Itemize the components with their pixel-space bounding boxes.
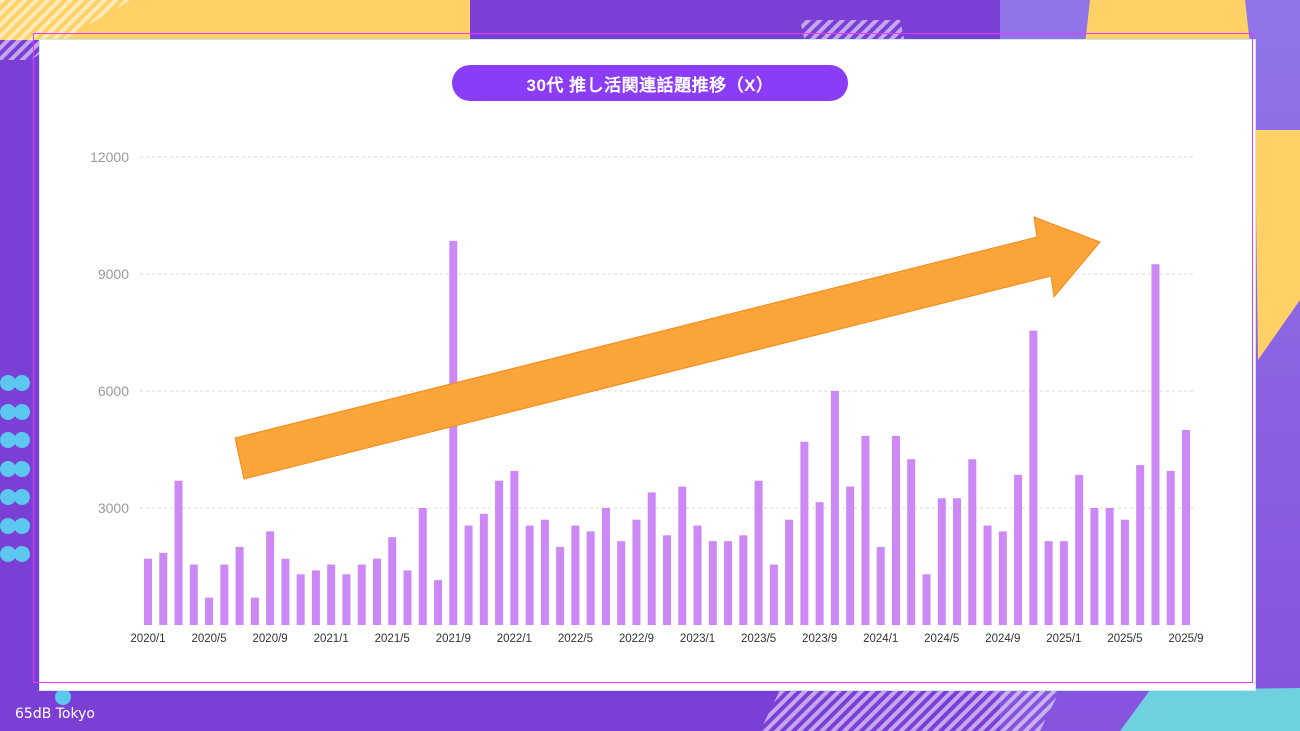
bar-2024/6 — [953, 498, 962, 625]
bar-2023/6 — [769, 564, 778, 625]
bar-2020/1 — [144, 558, 152, 625]
bar-2020/4 — [189, 564, 198, 625]
y-tick-label: 3000 — [98, 500, 129, 516]
bar-2020/2 — [159, 552, 168, 625]
bar-2023/1 — [693, 525, 702, 625]
bar-2023/12 — [861, 435, 870, 625]
bar-2020/11 — [296, 574, 305, 625]
bar-2020/7 — [235, 547, 244, 625]
bar-2022/8 — [617, 541, 626, 625]
bar-2022/9 — [632, 519, 641, 625]
bar-2022/11 — [663, 535, 671, 625]
bar-2021/3 — [357, 564, 366, 625]
bar-2021/11 — [479, 513, 488, 625]
bar-2025/5 — [1120, 519, 1129, 625]
x-tick-label: 2020/9 — [253, 633, 288, 645]
bar-2022/5 — [571, 525, 580, 625]
x-tick-label: 2024/9 — [985, 633, 1020, 645]
x-tick-label: 2024/5 — [924, 633, 959, 645]
bar-2023/11 — [846, 486, 855, 625]
bar-2024/9 — [998, 531, 1007, 625]
bar-2023/9 — [815, 502, 824, 625]
x-tick-label: 2023/9 — [802, 633, 837, 645]
brand-label: 65dB Tokyo — [15, 706, 95, 722]
bar-2024/1 — [876, 547, 885, 625]
bar-2024/7 — [968, 459, 977, 625]
bar-2021/5 — [388, 537, 397, 625]
bar-2020/8 — [250, 597, 259, 625]
bar-2025/4 — [1105, 508, 1114, 625]
bar-2025/8 — [1166, 470, 1175, 625]
bar-2024/12 — [1044, 541, 1053, 625]
bar-2025/3 — [1090, 508, 1099, 625]
bar-2020/12 — [311, 570, 320, 625]
y-tick-label: 9000 — [98, 266, 129, 282]
bar-2020/5 — [205, 597, 214, 625]
y-tick-label: 12000 — [90, 149, 129, 165]
x-tick-label: 2022/9 — [619, 633, 654, 645]
bar-2023/4 — [739, 535, 748, 625]
x-tick-label: 2023/1 — [680, 633, 715, 645]
bar-2023/5 — [754, 480, 763, 625]
bar-2021/10 — [464, 525, 473, 625]
bar-2021/4 — [372, 558, 381, 625]
bar-2023/3 — [724, 541, 733, 625]
chart-title: 30代 推し活関連話題推移（X） — [452, 65, 848, 101]
bar-2021/2 — [342, 574, 351, 625]
bar-2025/1 — [1059, 541, 1068, 625]
x-tick-label: 2020/1 — [130, 633, 165, 645]
bar-2021/1 — [327, 564, 336, 625]
trend-arrow-layer — [234, 216, 1101, 480]
x-tick-label: 2023/5 — [741, 633, 776, 645]
bar-2024/4 — [922, 574, 931, 625]
x-tick-label: 2025/9 — [1168, 633, 1203, 645]
bar-2022/10 — [647, 492, 656, 625]
bar-2025/7 — [1151, 264, 1160, 625]
bar-2022/12 — [678, 486, 687, 625]
bar-2025/6 — [1136, 465, 1145, 625]
x-tick-label: 2021/1 — [314, 633, 349, 645]
bar-2022/1 — [510, 470, 519, 625]
x-tick-label: 2024/1 — [863, 633, 898, 645]
bar-2024/5 — [937, 498, 946, 625]
bar-2023/10 — [830, 391, 839, 625]
trend-arrow — [234, 216, 1101, 480]
bar-2022/7 — [601, 508, 610, 625]
bar-2024/3 — [907, 459, 916, 625]
bar-2021/12 — [495, 480, 504, 625]
x-tick-label: 2020/5 — [191, 633, 226, 645]
bar-2020/10 — [281, 558, 290, 625]
bar-2020/9 — [266, 531, 275, 625]
x-tick-label: 2021/5 — [375, 633, 410, 645]
bar-2025/9 — [1182, 430, 1190, 625]
x-tick-label: 2021/9 — [436, 633, 471, 645]
bar-2024/2 — [891, 435, 900, 625]
x-tick-label: 2022/1 — [497, 633, 532, 645]
bar-2021/6 — [403, 570, 412, 625]
bar-2022/4 — [556, 547, 565, 625]
bar-2020/3 — [174, 480, 183, 625]
bar-2023/7 — [785, 519, 794, 625]
bar-2021/8 — [434, 580, 443, 625]
bar-2021/7 — [418, 508, 427, 625]
y-axis-ticks: 3000 6000 9000 12000 — [90, 149, 129, 516]
bar-2024/11 — [1029, 330, 1038, 625]
bar-2022/2 — [525, 525, 534, 625]
x-axis-ticks: 2020/1 2020/5 2020/9 2021/1 2021/5 2021/9 2022… — [130, 633, 1203, 645]
bar-2022/3 — [540, 519, 549, 625]
bar-2021/9 — [449, 240, 458, 625]
x-tick-label: 2025/1 — [1046, 633, 1081, 645]
bar-2023/8 — [800, 441, 809, 625]
x-tick-label: 2022/5 — [558, 633, 593, 645]
bar-2020/6 — [220, 564, 229, 625]
y-tick-label: 6000 — [98, 383, 129, 399]
bars — [144, 240, 1190, 625]
bar-2024/8 — [983, 525, 992, 625]
bar-2024/10 — [1014, 474, 1023, 625]
x-tick-label: 2025/5 — [1107, 633, 1142, 645]
bar-2025/2 — [1075, 474, 1084, 625]
bar-2023/2 — [708, 541, 717, 625]
bar-2022/6 — [586, 531, 595, 625]
